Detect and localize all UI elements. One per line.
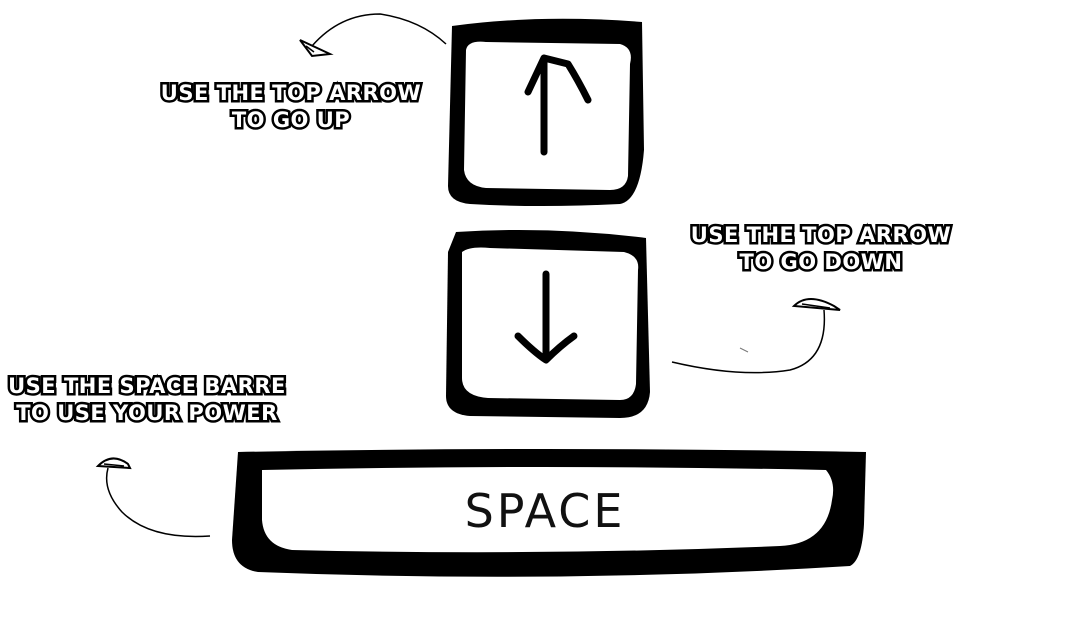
arrow-down-icon — [514, 270, 578, 364]
pointer-arrow-space — [95, 457, 211, 538]
caption-space-instruction: USE THE SPACE BARRE TO USE YOUR POWER — [6, 372, 288, 428]
caption-space-line2: TO USE YOUR POWER — [14, 399, 280, 428]
caption-down-line2: TO GO DOWN — [737, 248, 904, 277]
space-bar-key — [232, 449, 866, 577]
caption-up-instruction: USE THE TOP ARROW TO GO UP — [158, 79, 423, 135]
pointer-arrow-up — [299, 13, 447, 58]
caption-up-line1: USE THE TOP ARROW — [158, 79, 423, 108]
space-key-label: SPACE — [464, 484, 626, 538]
up-arrow-key — [448, 18, 644, 206]
caption-down-instruction: USE THE TOP ARROW TO GO DOWN — [688, 221, 953, 277]
down-arrow-key — [446, 230, 650, 418]
caption-up-line2: TO GO UP — [229, 106, 352, 135]
arrow-up-icon — [524, 54, 592, 156]
caption-down-line1: USE THE TOP ARROW — [688, 221, 953, 250]
caption-space-line1: USE THE SPACE BARRE — [6, 372, 288, 401]
pointer-arrow-down — [671, 298, 841, 374]
